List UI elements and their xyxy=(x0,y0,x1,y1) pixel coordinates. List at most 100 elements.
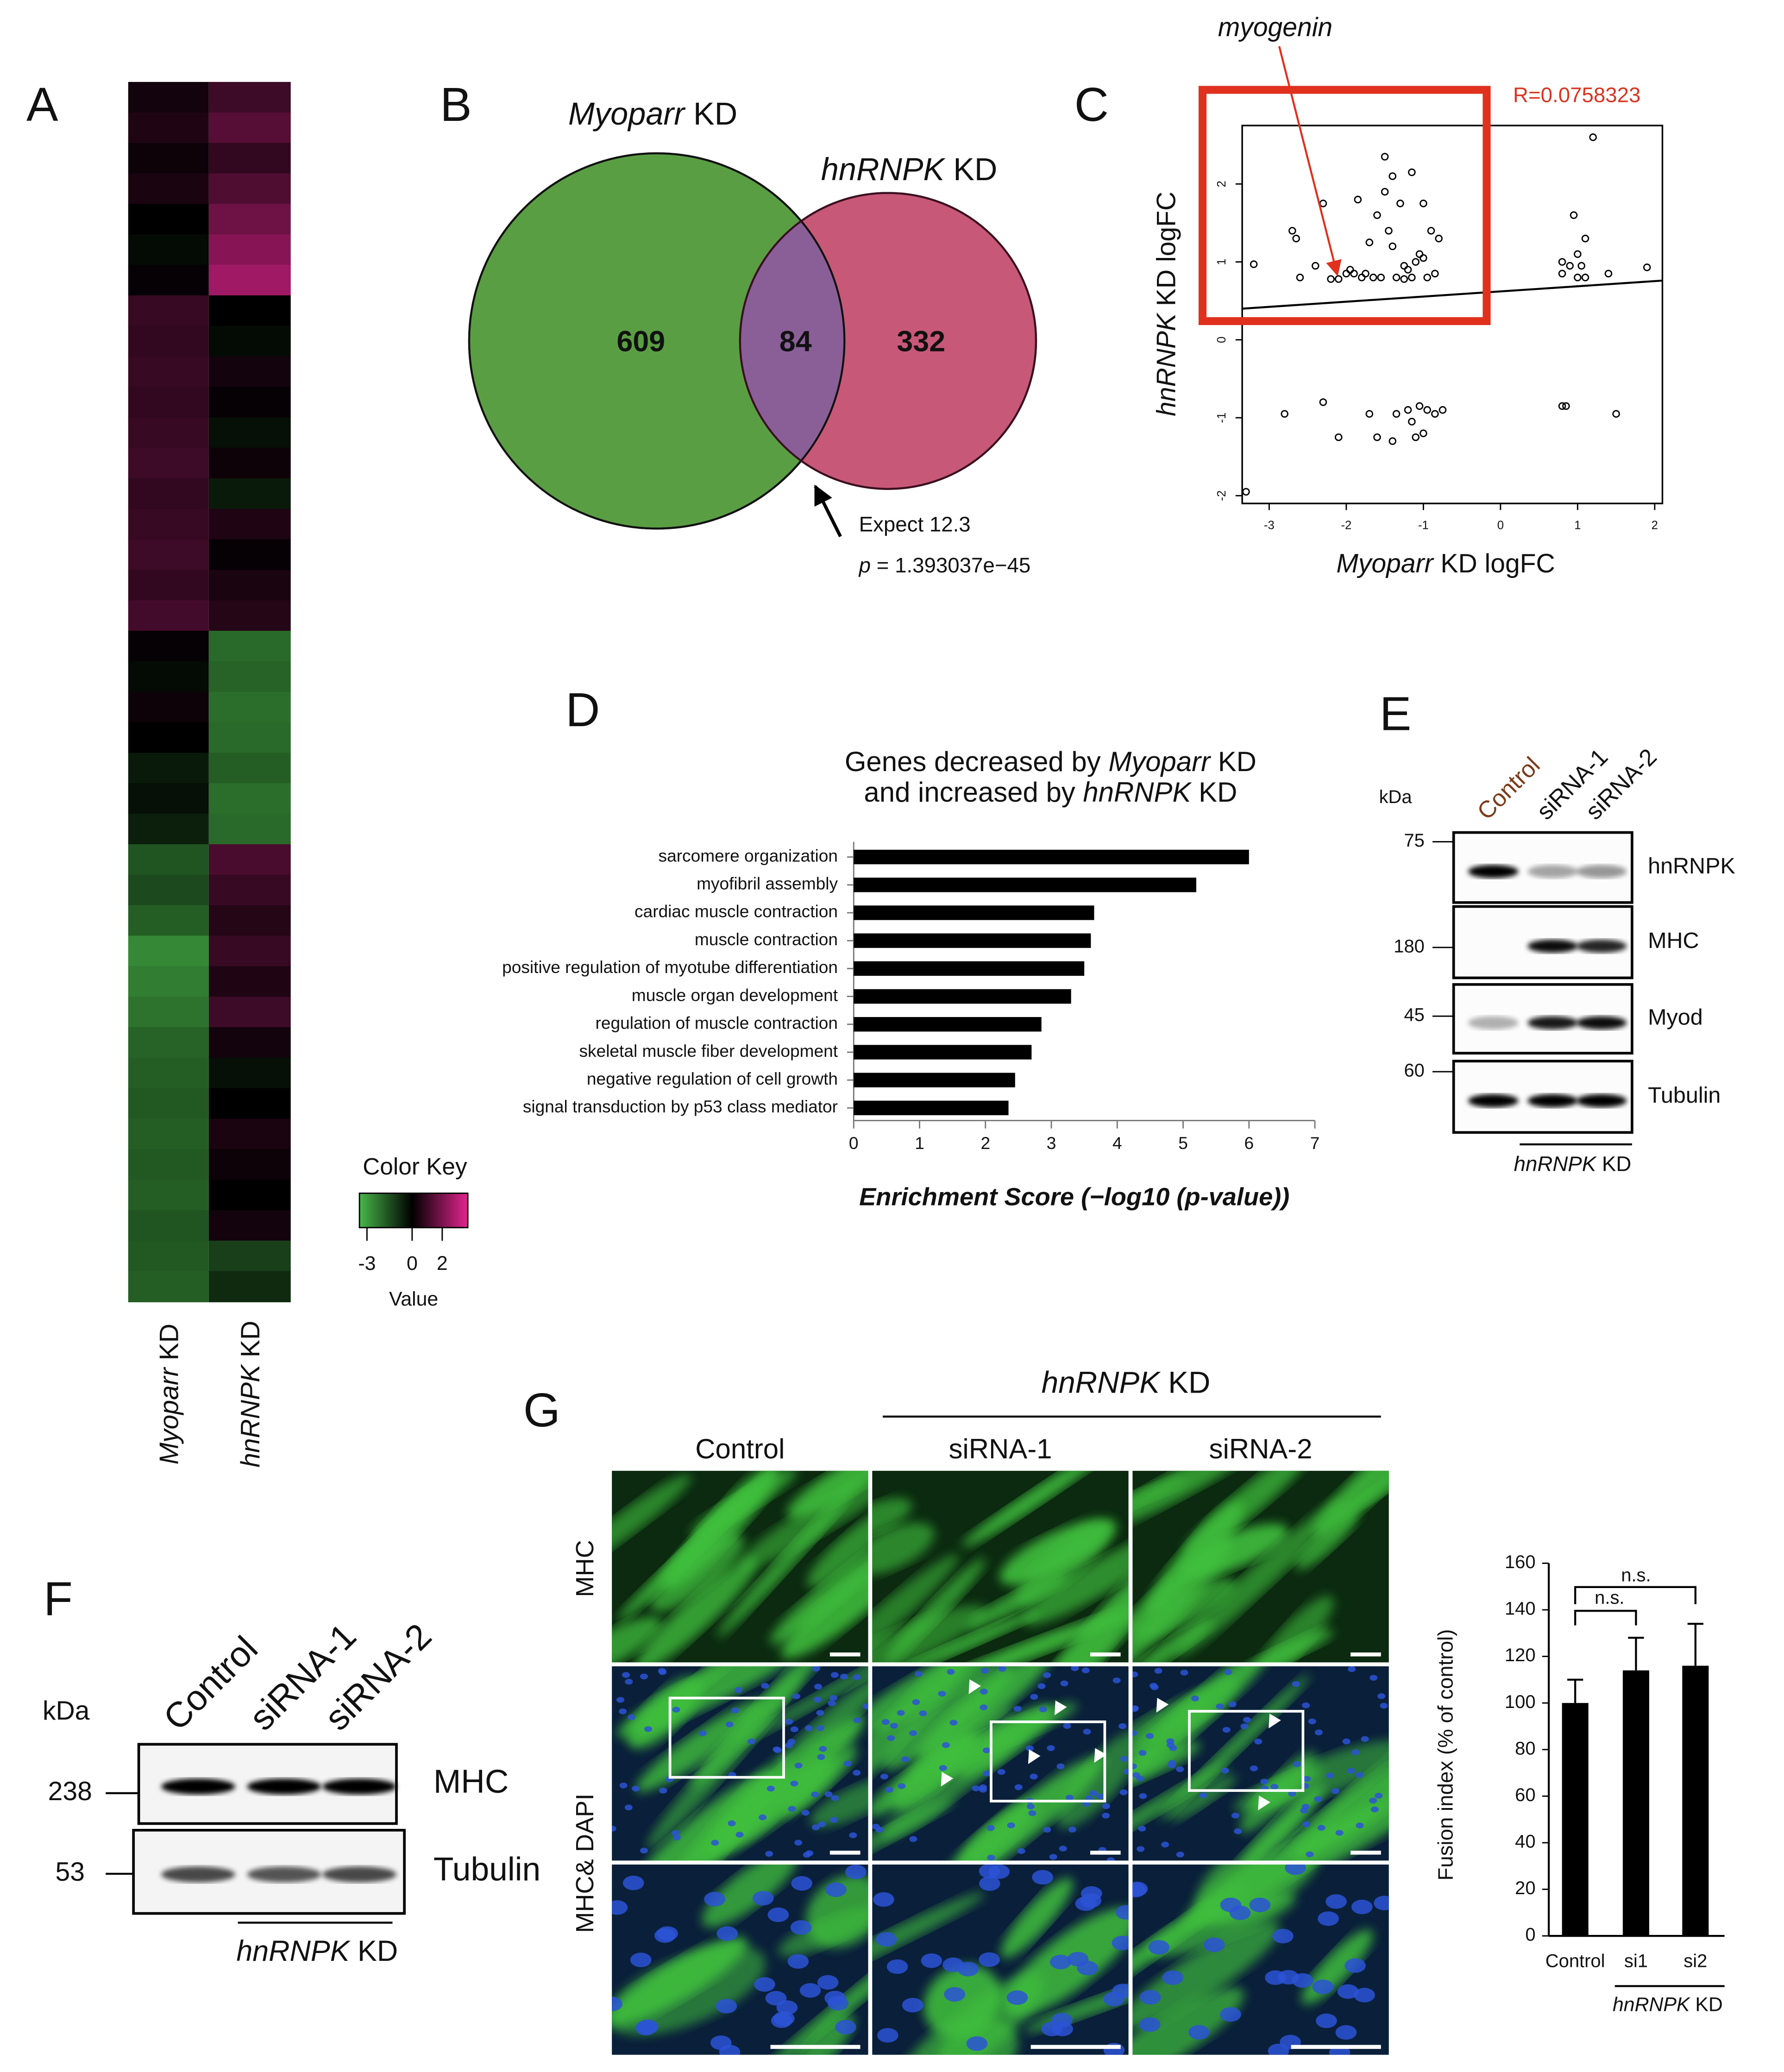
point xyxy=(1408,168,1416,176)
nucleus xyxy=(947,1669,955,1675)
myotube xyxy=(1132,1618,1212,1663)
nucleus xyxy=(752,1891,774,1906)
nucleus xyxy=(1047,1745,1055,1751)
heatmap-cell xyxy=(128,997,209,1028)
nucleus xyxy=(1356,1772,1364,1778)
bar xyxy=(854,933,1091,948)
nucleus xyxy=(1063,1723,1071,1729)
nucleus xyxy=(748,1739,756,1745)
bar xyxy=(854,1100,1009,1116)
heatmap-cell xyxy=(128,691,209,723)
nucleus xyxy=(1351,1899,1373,1915)
nucleus xyxy=(830,1672,839,1678)
nucleus xyxy=(1148,1940,1170,1955)
nucleus xyxy=(1006,1990,1028,2005)
annotation: n.s. xyxy=(1595,1588,1624,1608)
nucleus xyxy=(1162,1970,1184,1985)
category-label: cardiac muscle contraction xyxy=(634,902,838,921)
blot-band xyxy=(247,1778,321,1795)
nucleus xyxy=(1050,1954,1071,1970)
heatmap-cell xyxy=(128,143,209,174)
category-label: myofibril assembly xyxy=(697,874,838,893)
heatmap-cell xyxy=(208,1180,291,1211)
nucleus xyxy=(853,1717,861,1723)
marker-label: 45 xyxy=(1404,1005,1424,1025)
y-tick-label: 1 xyxy=(1215,258,1228,265)
nucleus xyxy=(640,1673,648,1680)
point xyxy=(1369,273,1377,282)
heatmap-cell xyxy=(128,234,209,266)
nucleus xyxy=(728,1820,736,1827)
heatmap-cell xyxy=(208,844,291,876)
category-label: skeletal muscle fiber development xyxy=(579,1041,838,1061)
nucleus xyxy=(637,2019,659,2034)
nucleus xyxy=(788,1806,796,1812)
error-bar xyxy=(1567,1678,1583,1703)
nucleus xyxy=(794,1762,803,1769)
nucleus xyxy=(877,2028,898,2043)
nucleus xyxy=(901,1756,909,1763)
x-tick-label: 3 xyxy=(1047,1133,1056,1153)
heatmap-cell xyxy=(128,326,209,357)
nucleus xyxy=(1316,2013,1337,2028)
annotation: Expect 12.3 xyxy=(859,513,971,536)
nucleus xyxy=(885,1787,893,1793)
bar xyxy=(854,1045,1032,1060)
nucleus xyxy=(1250,1765,1258,1771)
heatmap-cell xyxy=(208,234,291,266)
panel-label: F xyxy=(44,1572,73,1626)
heatmap-cell xyxy=(128,905,209,936)
nucleus xyxy=(1221,1767,1229,1774)
nucleus xyxy=(1306,1851,1314,1858)
nucleus xyxy=(787,1954,809,1969)
nucleus xyxy=(1318,1911,1339,1926)
set-label: Myoparr KD xyxy=(568,96,737,132)
nucleus xyxy=(997,1769,1005,1775)
nucleus xyxy=(1326,1772,1334,1779)
nucleus xyxy=(1260,1778,1269,1785)
nucleus xyxy=(1337,1984,1359,1999)
heatmap-cell xyxy=(128,447,209,479)
heatmap-cell xyxy=(208,600,291,632)
nucleus xyxy=(980,1704,988,1711)
nucleus xyxy=(1270,1783,1279,1790)
stat-label: R=0.0758323 xyxy=(1513,83,1640,107)
nucleus xyxy=(988,1865,1010,1879)
point xyxy=(1373,433,1381,441)
venn-count: 84 xyxy=(779,325,812,358)
nucleus xyxy=(982,1747,991,1753)
point xyxy=(1420,200,1427,207)
point xyxy=(1570,211,1578,219)
trend-line xyxy=(1242,279,1663,310)
arrowhead xyxy=(1054,1700,1067,1715)
heatmap-cell xyxy=(128,1240,209,1272)
point xyxy=(1296,273,1304,282)
column-label: siRNA-1 xyxy=(949,1433,1052,1464)
nucleus xyxy=(698,1730,707,1736)
heatmap-cell xyxy=(208,966,291,998)
nucleus xyxy=(799,1983,821,1998)
point xyxy=(1415,250,1424,258)
category-label: negative regulation of cell growth xyxy=(587,1069,838,1088)
nucleus xyxy=(1161,1841,1169,1848)
nucleus xyxy=(810,1791,819,1797)
point xyxy=(1574,250,1582,258)
nucleus xyxy=(876,1932,897,1947)
myotube xyxy=(629,1666,798,1744)
zoom-box xyxy=(990,1720,1106,1802)
nucleus xyxy=(1331,1788,1339,1794)
heatmap-cell xyxy=(208,570,291,601)
nucleus xyxy=(803,1852,811,1858)
nucleus xyxy=(1348,1666,1356,1672)
nucleus xyxy=(672,1707,680,1713)
nucleus xyxy=(979,1784,987,1790)
myotube xyxy=(923,1965,1002,2039)
arrowhead xyxy=(1094,1748,1107,1763)
arrowhead xyxy=(1156,1698,1169,1713)
bar xyxy=(1622,1670,1649,1936)
nucleus xyxy=(1176,1852,1184,1858)
nucleus xyxy=(1272,1928,1294,1944)
nucleus xyxy=(1118,1723,1127,1729)
nucleus xyxy=(921,1953,942,1968)
nucleus xyxy=(1199,1792,1208,1798)
